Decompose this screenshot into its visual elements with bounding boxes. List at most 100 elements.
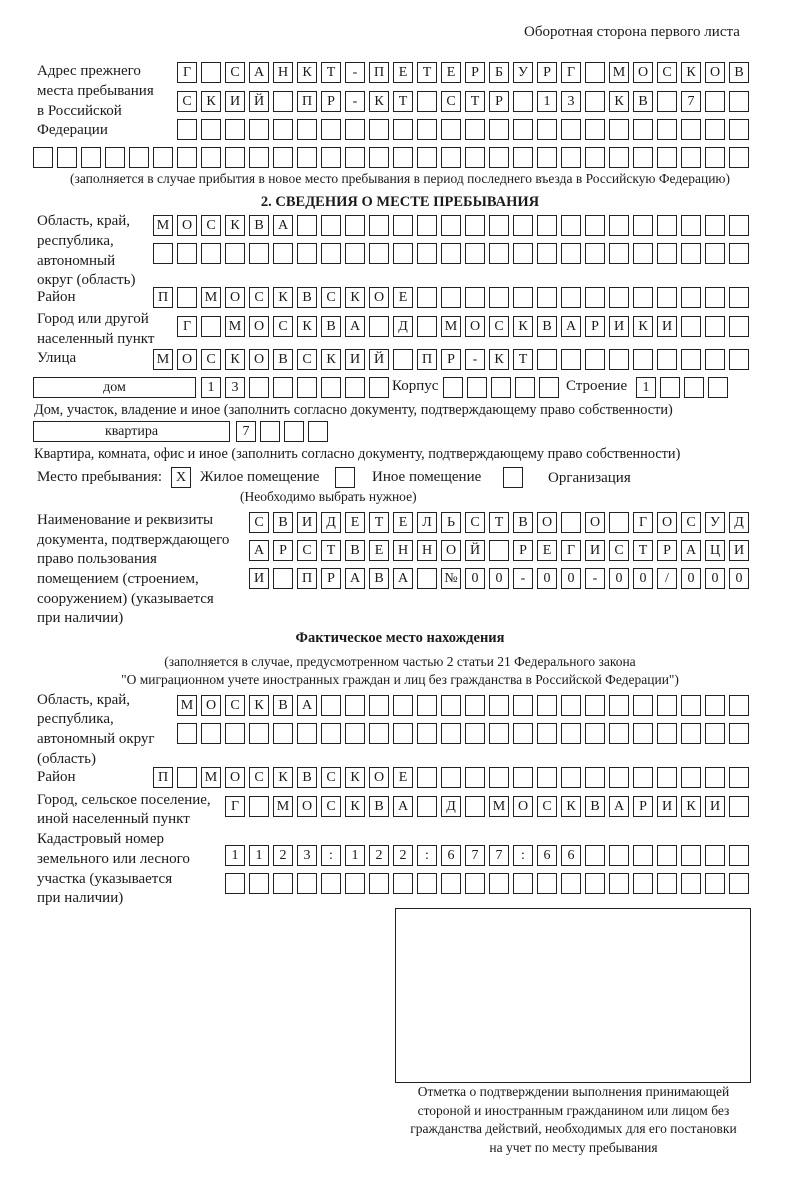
char-cell[interactable]: И (657, 316, 677, 337)
char-cell[interactable] (249, 723, 269, 744)
char-cell[interactable] (345, 723, 365, 744)
char-cell[interactable] (513, 695, 533, 716)
char-cell[interactable]: 7 (489, 845, 509, 866)
char-cell[interactable]: К (489, 349, 509, 370)
char-cell[interactable] (441, 723, 461, 744)
char-cell[interactable] (489, 147, 509, 168)
char-cell[interactable]: Р (537, 62, 557, 83)
char-cell[interactable] (177, 767, 197, 788)
char-cell[interactable]: А (249, 540, 269, 561)
char-cell[interactable] (633, 243, 653, 264)
char-cell[interactable] (705, 91, 725, 112)
char-cell[interactable]: И (657, 796, 677, 817)
char-cell[interactable] (681, 349, 701, 370)
char-cell[interactable]: Р (273, 540, 293, 561)
char-cell[interactable] (273, 873, 293, 894)
char-cell[interactable]: С (465, 512, 485, 533)
char-cell[interactable] (297, 723, 317, 744)
char-cell[interactable] (633, 349, 653, 370)
char-cell[interactable]: И (609, 316, 629, 337)
char-cell[interactable]: О (369, 287, 389, 308)
char-cell[interactable]: - (345, 91, 365, 112)
char-cell[interactable]: П (153, 287, 173, 308)
char-cell[interactable] (585, 723, 605, 744)
char-cell[interactable]: В (633, 91, 653, 112)
char-cell[interactable]: Н (393, 540, 413, 561)
char-cell[interactable]: М (153, 349, 173, 370)
char-cell[interactable] (345, 873, 365, 894)
char-cell[interactable] (441, 873, 461, 894)
char-cell[interactable] (561, 215, 581, 236)
char-cell[interactable]: Т (369, 512, 389, 533)
char-cell[interactable] (537, 695, 557, 716)
char-cell[interactable]: 0 (489, 568, 509, 589)
char-cell[interactable] (633, 873, 653, 894)
char-cell[interactable] (489, 723, 509, 744)
char-cell[interactable]: 1 (537, 91, 557, 112)
char-cell[interactable]: Г (225, 796, 245, 817)
char-cell[interactable]: А (681, 540, 701, 561)
char-cell[interactable]: О (225, 767, 245, 788)
char-cell[interactable]: Г (633, 512, 653, 533)
char-cell[interactable] (369, 215, 389, 236)
char-cell[interactable]: 0 (537, 568, 557, 589)
char-cell[interactable]: М (273, 796, 293, 817)
char-cell[interactable] (633, 845, 653, 866)
char-cell[interactable] (225, 119, 245, 140)
char-cell[interactable]: В (321, 316, 341, 337)
char-cell[interactable] (609, 119, 629, 140)
char-cell[interactable]: Т (417, 62, 437, 83)
char-cell[interactable]: С (681, 512, 701, 533)
char-cell[interactable]: 2 (273, 845, 293, 866)
char-cell[interactable] (681, 215, 701, 236)
char-cell[interactable]: В (273, 349, 293, 370)
char-cell[interactable]: Д (729, 512, 749, 533)
char-cell[interactable] (609, 767, 629, 788)
char-cell[interactable] (609, 243, 629, 264)
char-cell[interactable] (369, 723, 389, 744)
char-cell[interactable]: Й (465, 540, 485, 561)
char-cell[interactable] (561, 349, 581, 370)
char-cell[interactable] (369, 147, 389, 168)
char-cell[interactable] (705, 316, 725, 337)
char-cell[interactable]: Р (657, 540, 677, 561)
char-cell[interactable]: Т (393, 91, 413, 112)
char-cell[interactable] (561, 287, 581, 308)
char-cell[interactable]: В (369, 796, 389, 817)
char-cell[interactable] (585, 91, 605, 112)
char-cell[interactable] (465, 796, 485, 817)
char-cell[interactable] (633, 147, 653, 168)
char-cell[interactable] (225, 243, 245, 264)
char-cell[interactable] (441, 119, 461, 140)
char-cell[interactable]: 6 (537, 845, 557, 866)
char-cell[interactable] (657, 723, 677, 744)
char-cell[interactable]: А (393, 796, 413, 817)
char-cell[interactable]: Т (513, 349, 533, 370)
char-cell[interactable] (321, 243, 341, 264)
char-cell[interactable] (660, 377, 680, 398)
char-cell[interactable] (705, 287, 725, 308)
char-cell[interactable] (708, 377, 728, 398)
char-cell[interactable] (441, 215, 461, 236)
char-cell[interactable]: Р (321, 91, 341, 112)
char-cell[interactable] (249, 119, 269, 140)
char-cell[interactable] (657, 243, 677, 264)
char-cell[interactable]: О (177, 215, 197, 236)
char-cell[interactable]: : (417, 845, 437, 866)
char-cell[interactable] (729, 316, 749, 337)
char-cell[interactable]: У (513, 62, 533, 83)
char-cell[interactable]: К (273, 287, 293, 308)
char-cell[interactable]: М (441, 316, 461, 337)
char-cell[interactable] (465, 243, 485, 264)
char-cell[interactable] (81, 147, 101, 168)
char-cell[interactable] (657, 147, 677, 168)
char-cell[interactable] (513, 287, 533, 308)
char-cell[interactable] (369, 377, 389, 398)
char-cell[interactable]: К (345, 287, 365, 308)
char-cell[interactable] (393, 873, 413, 894)
char-cell[interactable] (681, 119, 701, 140)
char-cell[interactable] (633, 767, 653, 788)
char-cell[interactable] (273, 119, 293, 140)
char-cell[interactable] (657, 845, 677, 866)
char-cell[interactable] (681, 845, 701, 866)
